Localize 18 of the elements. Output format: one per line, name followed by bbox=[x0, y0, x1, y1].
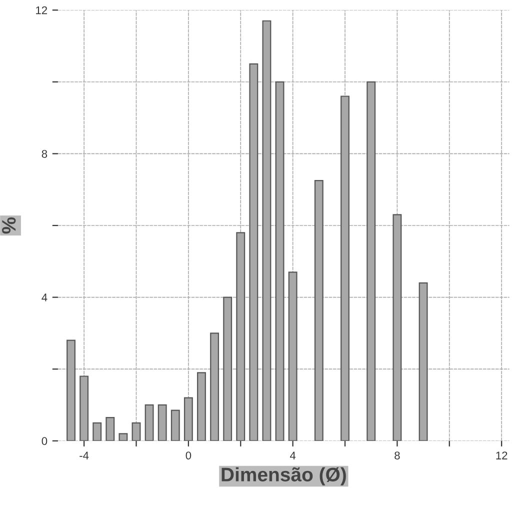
bar bbox=[118, 433, 128, 441]
x-tick-label: 4 bbox=[290, 452, 296, 460]
y-tick-label: 0 bbox=[42, 437, 48, 445]
bar bbox=[106, 416, 115, 441]
bar bbox=[144, 404, 154, 441]
x-axis-title: Dimensão (Ø) bbox=[222, 467, 346, 486]
y-tick-label: 12 bbox=[36, 6, 47, 14]
y-tick-label: 4 bbox=[42, 294, 48, 302]
bar bbox=[158, 404, 167, 441]
y-axis-title: % bbox=[2, 217, 16, 234]
x-tick-label: 8 bbox=[394, 452, 400, 460]
bar bbox=[170, 410, 180, 441]
y-tick-label: 8 bbox=[42, 150, 48, 158]
x-tick-label: -4 bbox=[80, 452, 89, 460]
x-tick-label: 0 bbox=[186, 452, 192, 460]
bar bbox=[197, 372, 206, 441]
x-tick-label: 12 bbox=[496, 452, 508, 460]
bar bbox=[92, 422, 102, 441]
